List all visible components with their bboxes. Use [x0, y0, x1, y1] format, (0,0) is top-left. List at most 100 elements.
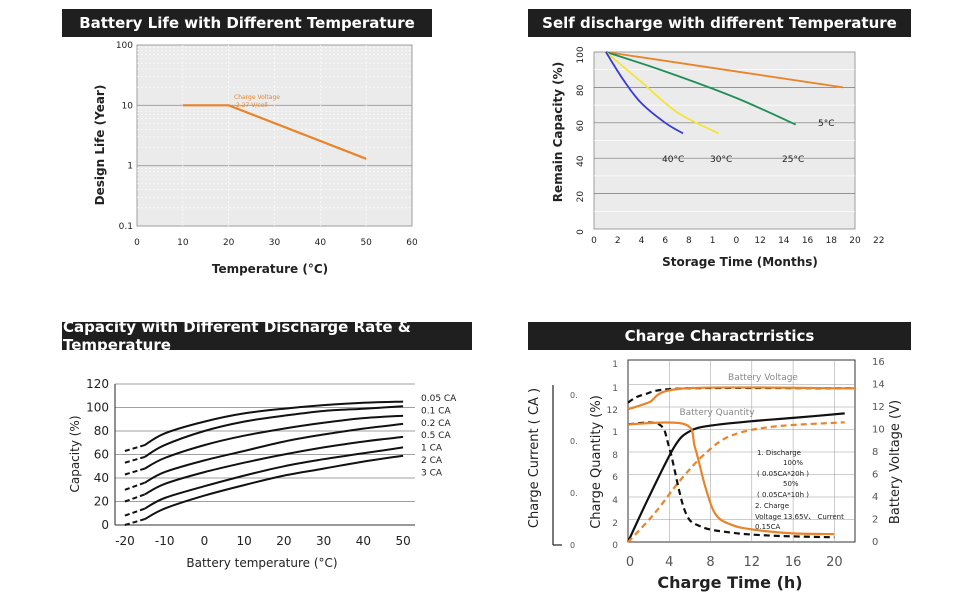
capacity-rate-legend-item: 3 CA: [421, 468, 443, 478]
battery-life-y-tick: 0.1: [119, 222, 133, 232]
self-discharge-x-tick: 8: [686, 236, 692, 246]
capacity-rate-y-label: Capacity (%): [68, 415, 82, 492]
self-discharge-y-tick: 80: [576, 84, 586, 96]
charge-quantity-tick: 1: [612, 360, 618, 370]
self-discharge-x-tick: 1: [710, 236, 716, 246]
self-discharge-y-tick: 60: [576, 120, 586, 132]
self-discharge-title: Self discharge with different Temperatur…: [528, 9, 911, 37]
self-discharge-series-label: 5°C: [818, 119, 835, 129]
capacity-rate-legend-item: 0.2 CA: [421, 419, 451, 429]
battery-life-x-tick: 0: [134, 238, 140, 248]
self-discharge-series-label: 40°C: [662, 155, 684, 165]
charge-note-line: 2. Charge: [755, 502, 789, 510]
battery-life-x-tick: 50: [360, 238, 372, 248]
charge-quantity-100-line: [627, 412, 845, 543]
battery-life-x-label: Temperature (°C): [212, 262, 328, 276]
capacity-rate-legend-item: 2 CA: [421, 456, 443, 466]
capacity-rate-series-dashed: [124, 467, 146, 476]
self-discharge-x-tick: 0: [733, 236, 739, 246]
capacity-rate-title: Capacity with Different Discharge Rate &…: [62, 318, 472, 354]
charge-x-tick: 0: [626, 555, 634, 570]
capacity-rate-series-line: [144, 400, 404, 446]
charge-voltage-tick: 6: [872, 470, 878, 481]
charge-current-tick: 0.: [570, 437, 578, 446]
capacity-rate-series-dashed: [124, 444, 146, 452]
self-discharge-y-tick: 20: [576, 191, 586, 203]
self-discharge-x-tick: 20: [849, 236, 861, 246]
battery-life-x-tick: 20: [223, 238, 235, 248]
self-discharge-x-tick: 16: [802, 236, 814, 246]
charge-voltage-50-line: [627, 386, 856, 411]
battery-life-plot-area: [136, 44, 413, 227]
self-discharge-series-40c: [605, 51, 684, 135]
charge-current-100-line: [627, 421, 835, 539]
self-discharge-x-tick: 22: [873, 236, 884, 246]
capacity-rate-x-tick: 30: [316, 534, 331, 548]
self-discharge-y-label: Remain Capacity (%): [551, 62, 565, 202]
charge-x-tick: 16: [785, 555, 802, 570]
capacity-rate-x-tick: 40: [356, 534, 371, 548]
charge-x-tick: 20: [826, 555, 843, 570]
charge-current-tick: 0: [570, 541, 575, 550]
capacity-rate-y-tick: 60: [94, 448, 109, 462]
capacity-rate-y-tick: 80: [94, 424, 109, 438]
charge-x-tick: 12: [744, 555, 761, 570]
self-discharge-x-tick: 4: [639, 236, 645, 246]
charge-voltage-tick: 2: [872, 515, 878, 526]
self-discharge-x-tick: 18: [826, 236, 838, 246]
battery-life-annotation-line1: Charge Voltage: [234, 94, 280, 101]
capacity-rate-series-line: [144, 422, 404, 484]
self-discharge-series-label: 25°C: [782, 155, 804, 165]
charge-x-label: Charge Time (h): [657, 573, 802, 592]
battery-life-annotation-line2: 2.27 V/cell: [236, 102, 268, 109]
charge-voltage-tick: 8: [872, 447, 878, 458]
battery-life-y-tick: 10: [122, 101, 134, 111]
battery-life-y-tick: 1: [127, 162, 133, 172]
battery-life-x-tick: 60: [406, 238, 418, 248]
capacity-rate-series-line: [144, 405, 404, 458]
capacity-rate-series-line: [144, 414, 404, 470]
charge-quantity-tick: 12: [607, 406, 618, 416]
battery-life-x-tick: 40: [315, 238, 327, 248]
charge-x-tick: 4: [665, 555, 673, 570]
battery-life-x-tick: 10: [177, 238, 189, 248]
charge-voltage-label: Battery Voltage: [728, 373, 798, 383]
charge-current-50-line: [627, 421, 835, 536]
battery-life-y-tick: 100: [116, 41, 133, 51]
battery-life-x-tick: 30: [269, 238, 281, 248]
capacity-rate-legend-item: 0.05 CA: [421, 394, 457, 404]
capacity-rate-y-tick: 20: [94, 495, 109, 509]
self-discharge-series-30c: [605, 51, 720, 135]
capacity-rate-y-tick: 40: [94, 471, 109, 485]
capacity-rate-series-dashed: [124, 507, 146, 517]
charge-quantity-tick: 6: [612, 473, 618, 483]
capacity-rate-x-tick: 50: [395, 534, 410, 548]
self-discharge-x-tick: 6: [662, 236, 668, 246]
self-discharge-series-label: 30°C: [710, 155, 732, 165]
charge-quantity-tick: 1: [612, 428, 618, 438]
self-discharge-y-tick: 100: [576, 46, 586, 63]
capacity-rate-series-dashed: [124, 481, 146, 491]
self-discharge-x-tick: 2: [615, 236, 621, 246]
capacity-rate-series-dashed: [124, 518, 146, 526]
charge-quantity-50-line: [627, 421, 845, 543]
charge-quantity-tick: 2: [612, 519, 618, 529]
capacity-rate-x-label: Battery temperature (°C): [186, 556, 337, 570]
capacity-rate-series-line: [144, 454, 404, 520]
capacity-rate-y-tick: 0: [101, 518, 109, 532]
self-discharge-x-tick: 12: [754, 236, 765, 246]
charge-quantity-tick: 0: [612, 541, 618, 551]
charge-current-tick: 0.: [570, 391, 578, 400]
charge-note-line: 50%: [783, 480, 799, 488]
charge-voltage-tick: 16: [872, 357, 885, 368]
charge-note-line: 0.15CA: [755, 523, 780, 531]
charge-title: Charge Charactrristics: [528, 322, 911, 350]
capacity-rate-legend-item: 0.5 CA: [421, 431, 451, 441]
charge-voltage-tick: 14: [872, 380, 885, 391]
capacity-rate-y-tick: 100: [86, 401, 109, 415]
charge-quantity-tick: 1: [612, 384, 618, 394]
capacity-rate-series-line: [144, 446, 404, 510]
capacity-rate-series-line: [144, 435, 404, 496]
self-discharge-y-tick: 0: [576, 229, 586, 235]
charge-voltage-tick: 4: [872, 492, 878, 503]
